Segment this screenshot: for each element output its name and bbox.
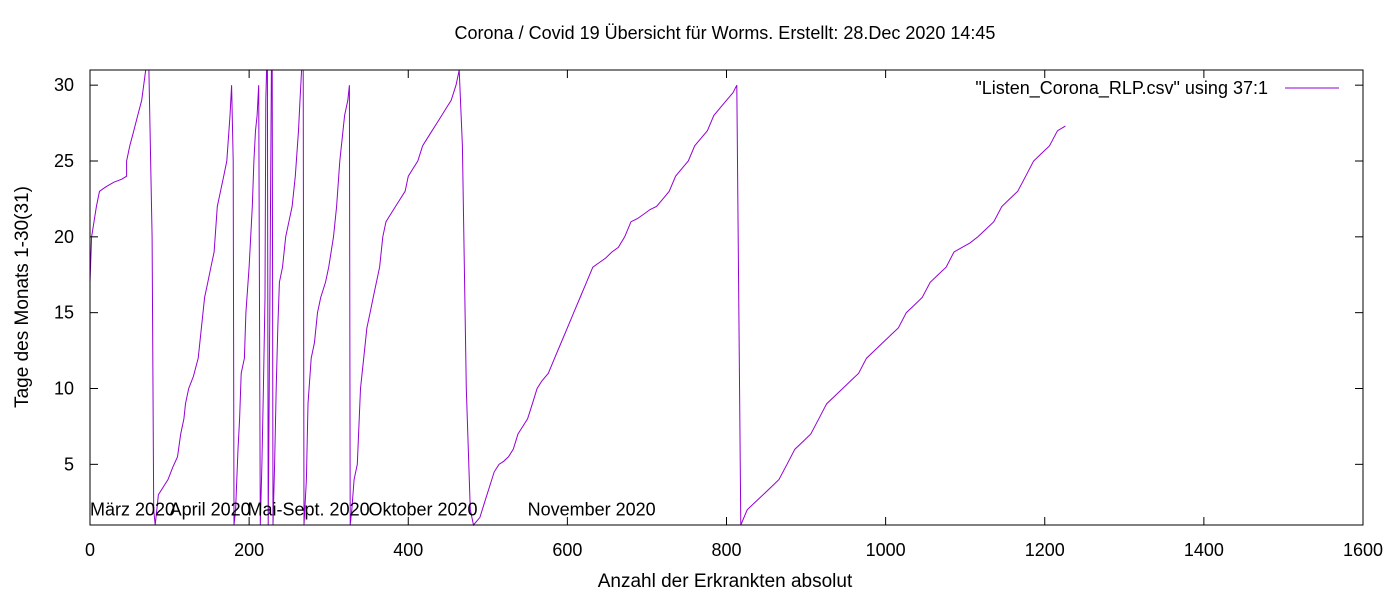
x-tick-label: 600 xyxy=(552,540,582,560)
month-annotation: März 2020 xyxy=(90,499,175,519)
month-annotation: Oktober 2020 xyxy=(368,499,477,519)
y-tick-label: 15 xyxy=(54,303,74,323)
x-tick-label: 1000 xyxy=(866,540,906,560)
x-tick-label: 0 xyxy=(85,540,95,560)
y-tick-label: 25 xyxy=(54,151,74,171)
x-tick-label: 200 xyxy=(234,540,264,560)
x-tick-label: 1200 xyxy=(1025,540,1065,560)
series-layer xyxy=(89,69,1066,527)
month-annotation: November 2020 xyxy=(528,499,656,519)
x-tick-label: 1600 xyxy=(1343,540,1383,560)
legend-entry-label: "Listen_Corona_RLP.csv" using 37:1 xyxy=(975,78,1268,99)
legend: "Listen_Corona_RLP.csv" using 37:1 xyxy=(975,78,1339,99)
x-axis-label: Anzahl der Erkrankten absolut xyxy=(598,571,853,592)
series-line-0 xyxy=(89,69,1066,527)
x-tick-label: 1400 xyxy=(1184,540,1224,560)
y-tick-label: 20 xyxy=(54,227,74,247)
y-axis-label: Tage des Monats 1-30(31) xyxy=(12,186,33,408)
month-annotation: April 2020 xyxy=(170,499,251,519)
x-tick-label: 400 xyxy=(393,540,423,560)
ticks-layer: 0 200 400 600 800 1000 1200 1400 1600 5 10 15 20 25 30 xyxy=(54,70,1383,560)
x-tick-label: 800 xyxy=(711,540,741,560)
y-tick-label: 10 xyxy=(54,379,74,399)
chart-title: Corona / Covid 19 Übersicht für Worms. E… xyxy=(455,23,996,43)
plot-frame xyxy=(89,69,1364,526)
y-tick-label: 30 xyxy=(54,75,74,95)
month-annotation: Mai-Sept. 2020 xyxy=(248,499,370,519)
y-tick-label: 5 xyxy=(64,454,74,474)
